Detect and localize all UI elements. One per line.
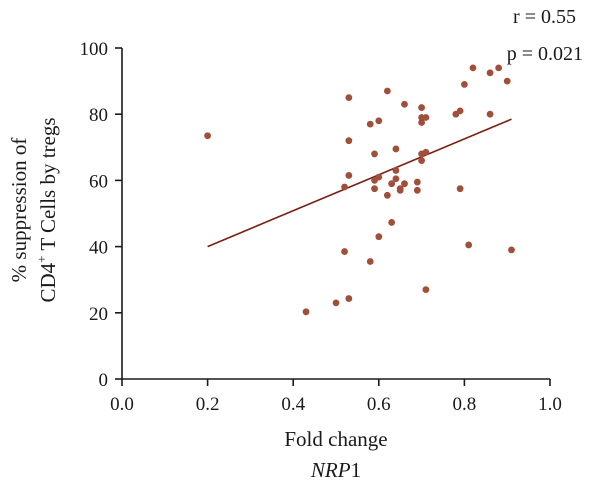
- regression-line: [207, 118, 512, 248]
- y-axis-title-line1: % suppression of: [7, 138, 31, 283]
- axes: [121, 48, 550, 380]
- data-point: [341, 248, 348, 255]
- data-point: [508, 246, 515, 254]
- data-point: [456, 185, 464, 193]
- data-point: [388, 219, 396, 226]
- y-axis-title-sup: +: [34, 256, 49, 263]
- data-point: [341, 183, 348, 191]
- data-point: [332, 299, 340, 307]
- y-tick-label: 0: [99, 370, 109, 391]
- data-point: [401, 180, 408, 188]
- data-point: [345, 172, 353, 179]
- data-point: [388, 180, 396, 188]
- data-point: [366, 120, 374, 128]
- data-point: [396, 185, 404, 193]
- x-axis-gene-name: NRP: [310, 458, 351, 482]
- data-point: [392, 175, 400, 183]
- data-point: [461, 81, 468, 88]
- y-axis-title: % suppression of CD4+ T Cells by tregs: [7, 117, 60, 302]
- y-tick-label: 20: [89, 304, 108, 325]
- data-point: [383, 191, 391, 199]
- data-point: [465, 241, 473, 249]
- data-point: [422, 286, 430, 294]
- data-point: [375, 173, 383, 181]
- data-point: [486, 110, 494, 118]
- y-ticks: 0 20 40 60 80 100: [80, 39, 122, 391]
- data-point: [371, 150, 378, 158]
- data-point: [503, 77, 511, 85]
- data-point: [413, 186, 421, 194]
- data-point: [418, 157, 425, 164]
- data-point: [345, 137, 353, 145]
- x-tick-label: 0.6: [367, 394, 391, 415]
- data-point: [345, 94, 353, 102]
- data-point: [366, 258, 374, 265]
- y-tick-label: 80: [89, 105, 108, 126]
- data-point: [375, 233, 383, 241]
- data-point: [345, 295, 353, 302]
- y-axis-title-rest: T Cells by tregs: [36, 117, 60, 255]
- data-point: [418, 104, 425, 111]
- data-point: [392, 145, 400, 153]
- x-tick-label: 0.0: [110, 394, 134, 415]
- data-point: [375, 117, 383, 125]
- stat-r-label: r = 0.55: [513, 6, 576, 28]
- y-tick-label: 100: [80, 39, 109, 60]
- stat-p-label: p = 0.021: [507, 43, 583, 65]
- x-ticks: 0.0 0.2 0.4 0.6 0.8 1.0: [110, 379, 562, 415]
- y-axis-title-cd4: CD4: [36, 262, 60, 302]
- data-point: [383, 87, 391, 95]
- data-point: [418, 119, 425, 126]
- x-tick-label: 1.0: [538, 394, 562, 415]
- data-point: [422, 148, 430, 156]
- x-tick-label: 0.4: [281, 394, 305, 415]
- data-point: [469, 64, 477, 72]
- data-point: [486, 69, 494, 77]
- data-point: [392, 167, 400, 174]
- data-points: [204, 64, 515, 316]
- x-axis-title: Fold change: [284, 427, 387, 451]
- data-point: [204, 132, 212, 140]
- y-tick-label: 60: [89, 171, 108, 192]
- regression-line-group: [207, 118, 512, 248]
- data-point: [422, 114, 430, 121]
- y-axis-title-line2: CD4+ T Cells by tregs: [34, 117, 60, 302]
- data-point: [302, 308, 310, 316]
- x-axis-gene-title: NRP1: [310, 458, 361, 482]
- data-point: [495, 64, 503, 72]
- x-tick-label: 0.8: [453, 394, 477, 415]
- y-tick-label: 40: [89, 238, 108, 259]
- data-point: [456, 107, 464, 115]
- data-point: [401, 100, 408, 108]
- data-point: [413, 178, 421, 186]
- x-axis-gene-suffix: 1: [351, 458, 362, 482]
- x-tick-label: 0.2: [196, 394, 220, 415]
- data-point: [371, 185, 378, 193]
